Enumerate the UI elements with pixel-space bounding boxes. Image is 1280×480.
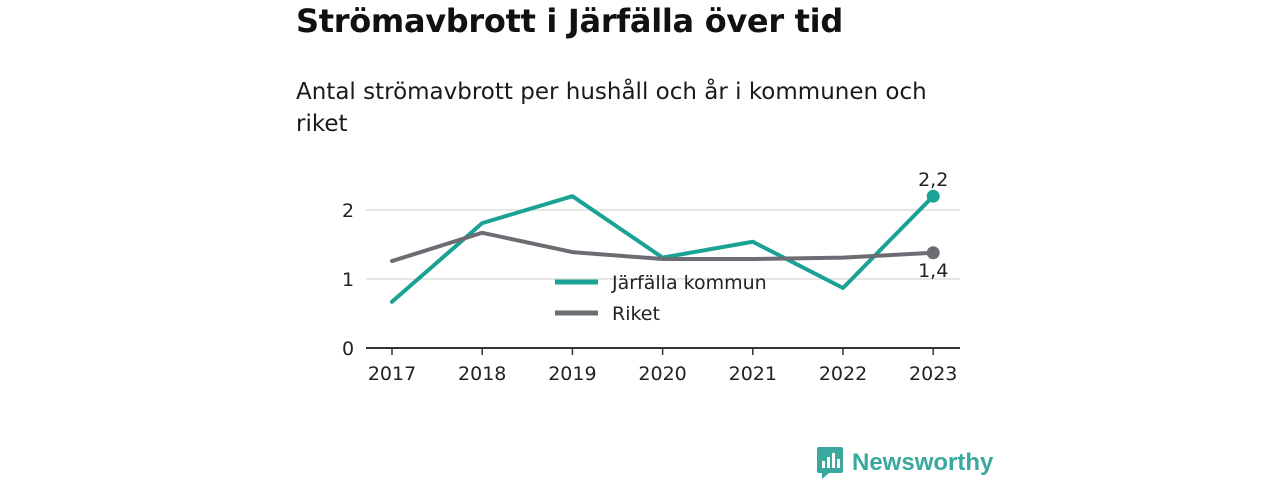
brand-name: Newsworthy <box>852 449 994 476</box>
data-label-riket: 1,4 <box>918 260 948 282</box>
newsworthy-logo-icon <box>817 447 843 479</box>
series-line-riket <box>390 230 936 264</box>
x-tick-label-2022: 2022 <box>819 363 867 385</box>
x-tick-label-2021: 2021 <box>729 363 777 385</box>
x-tick-label-2019: 2019 <box>548 363 596 385</box>
y-tick-label-2: 2 <box>342 200 354 222</box>
x-tick-label-2017: 2017 <box>368 363 416 385</box>
x-tick-label-2023: 2023 <box>909 363 957 385</box>
y-tick-label-1: 1 <box>342 269 354 291</box>
chart-subtitle: Antal strömavbrott per hushåll och år i … <box>296 79 927 137</box>
x-tick-label-2018: 2018 <box>458 363 506 385</box>
series-end-point-jarfalla <box>926 189 940 203</box>
y-tick-label-0: 0 <box>342 338 354 360</box>
chart-title: Strömavbrott i Järfälla över tid <box>296 2 843 40</box>
x-tick-label-2020: 2020 <box>638 363 686 385</box>
series-end-point-riket <box>926 246 940 260</box>
legend-label-riket: Riket <box>612 303 660 325</box>
legend-label-jarfalla: Järfälla kommun <box>611 272 767 294</box>
newsworthy-brand[interactable]: Newsworthy <box>816 446 993 480</box>
data-label-jarfalla: 2,2 <box>918 169 948 191</box>
